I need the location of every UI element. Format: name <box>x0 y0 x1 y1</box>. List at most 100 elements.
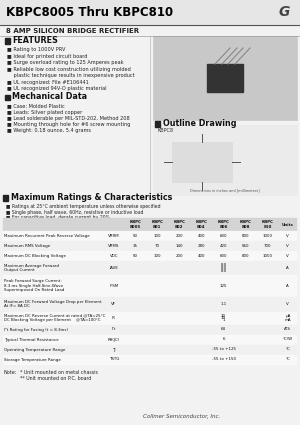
Bar <box>3 195 8 201</box>
Text: 50: 50 <box>133 234 138 238</box>
Text: 10: 10 <box>221 316 226 320</box>
Text: 1.1: 1.1 <box>220 302 226 306</box>
Bar <box>5 94 10 100</box>
Text: Maximum DC Forward Voltage Drop per Element
At IF= 8A DC: Maximum DC Forward Voltage Drop per Elem… <box>4 300 102 308</box>
Text: Note:: Note: <box>4 371 17 376</box>
Text: Maximum Recurrent Peak Reverse Voltage: Maximum Recurrent Peak Reverse Voltage <box>4 234 90 238</box>
Text: 125: 125 <box>220 284 227 288</box>
Bar <box>3 241 297 251</box>
Text: °C: °C <box>285 348 290 351</box>
Text: 100: 100 <box>154 254 161 258</box>
Text: ■ Weight: 0.18 ounce, 5.4 grams: ■ Weight: 0.18 ounce, 5.4 grams <box>7 128 91 133</box>
Text: KBPC
804: KBPC 804 <box>196 220 208 229</box>
Text: A: A <box>286 284 289 288</box>
Bar <box>3 297 297 312</box>
Text: KBPC
801: KBPC 801 <box>152 220 164 229</box>
Text: Maximum DC Reverse Current at rated @TA=25°C
DC Blocking Voltage per Element    : Maximum DC Reverse Current at rated @TA=… <box>4 314 106 322</box>
Text: IR: IR <box>112 316 116 320</box>
Text: ■ Mounting through hole for #6 screw mounting: ■ Mounting through hole for #6 screw mou… <box>7 122 130 127</box>
Text: ** Unit mounted on P.C. board: ** Unit mounted on P.C. board <box>20 376 91 381</box>
Text: Maximum DC Blocking Voltage: Maximum DC Blocking Voltage <box>4 254 67 258</box>
Text: KBPC
802: KBPC 802 <box>173 220 185 229</box>
Text: 200: 200 <box>176 234 183 238</box>
Text: 800: 800 <box>242 234 249 238</box>
Text: 560: 560 <box>242 244 249 248</box>
Bar <box>3 345 297 354</box>
Text: °C/W: °C/W <box>283 337 293 342</box>
Text: ■ Ratings at 25°C ambient temperature unless otherwise specified: ■ Ratings at 25°C ambient temperature un… <box>6 204 160 209</box>
Text: ■ Lead solderable per MIL-STD-202, Method 208: ■ Lead solderable per MIL-STD-202, Metho… <box>7 116 130 121</box>
Text: KBPC
806: KBPC 806 <box>218 220 230 229</box>
Text: Operating Temperature Range: Operating Temperature Range <box>4 348 66 351</box>
Text: 70: 70 <box>155 244 160 248</box>
Text: ■ Case: Molded Plastic: ■ Case: Molded Plastic <box>7 104 65 108</box>
Text: IAVE: IAVE <box>110 266 118 270</box>
Text: VRRM: VRRM <box>108 234 120 238</box>
Text: * Unit mounted on metal chassis: * Unit mounted on metal chassis <box>20 371 98 376</box>
Text: ■ Reliable low cost construction utilizing molded: ■ Reliable low cost construction utilizi… <box>7 66 131 71</box>
Bar <box>3 251 297 261</box>
Text: IFSM: IFSM <box>109 284 119 288</box>
Bar <box>207 64 243 92</box>
Text: ■ UL recognized: File #E106441: ■ UL recognized: File #E106441 <box>7 79 89 85</box>
Text: 600: 600 <box>220 234 227 238</box>
Bar <box>3 275 297 297</box>
Text: Maximum Ratings & Characteristics: Maximum Ratings & Characteristics <box>11 193 172 201</box>
Text: 140: 140 <box>176 244 183 248</box>
Text: 50: 50 <box>133 254 138 258</box>
Text: 280: 280 <box>198 244 205 248</box>
Bar <box>5 38 10 43</box>
Text: Mechanical Data: Mechanical Data <box>12 92 87 101</box>
Text: 400: 400 <box>198 234 205 238</box>
Text: 1000: 1000 <box>262 234 273 238</box>
Text: plastic technique results in inexpensive product: plastic technique results in inexpensive… <box>7 73 135 78</box>
Text: 1: 1 <box>222 318 225 322</box>
Bar <box>153 36 297 120</box>
Text: 100: 100 <box>154 234 161 238</box>
Text: °C: °C <box>285 357 290 362</box>
Text: V: V <box>286 254 289 258</box>
Text: Storage Temperature Range: Storage Temperature Range <box>4 357 62 362</box>
Text: V: V <box>286 244 289 248</box>
Text: 600: 600 <box>220 254 227 258</box>
Bar <box>0 0 300 25</box>
Text: TSTG: TSTG <box>109 357 119 362</box>
Text: -55 to +150: -55 to +150 <box>212 357 236 362</box>
Text: A²S: A²S <box>284 328 291 332</box>
Text: Rθ(JC): Rθ(JC) <box>108 337 120 342</box>
Bar <box>3 231 297 241</box>
Text: VRMS: VRMS <box>108 244 120 248</box>
Text: I²t Rating for Fusing (t = 8.3ms): I²t Rating for Fusing (t = 8.3ms) <box>4 328 69 332</box>
Text: G: G <box>279 5 290 19</box>
Text: -55 to +125: -55 to +125 <box>212 348 236 351</box>
Bar <box>3 261 297 275</box>
Text: VDC: VDC <box>110 254 118 258</box>
Text: 6: 6 <box>222 337 225 342</box>
Text: ■ Ideal for printed circuit board: ■ Ideal for printed circuit board <box>7 54 87 59</box>
Text: 800: 800 <box>242 254 249 258</box>
Text: Maximum RMS Voltage: Maximum RMS Voltage <box>4 244 51 248</box>
Text: KBPC8005 Thru KBPC810: KBPC8005 Thru KBPC810 <box>6 6 173 19</box>
Text: A: A <box>286 266 289 270</box>
Text: Units: Units <box>282 223 294 227</box>
Text: KBPC
808: KBPC 808 <box>240 220 252 229</box>
Text: μA: μA <box>285 314 290 318</box>
Bar <box>153 125 297 195</box>
Text: Collmer Semiconductor, Inc.: Collmer Semiconductor, Inc. <box>143 414 220 419</box>
Text: V: V <box>286 234 289 238</box>
Text: Maximum Average Forward
Output Current: Maximum Average Forward Output Current <box>4 264 59 272</box>
Text: ■ UL recognized 94V-O plastic material: ■ UL recognized 94V-O plastic material <box>7 86 106 91</box>
Text: Outline Drawing: Outline Drawing <box>163 119 236 128</box>
Text: 8.0: 8.0 <box>220 269 226 272</box>
Text: 8.0: 8.0 <box>220 264 226 267</box>
Text: Peak Forward Surge Current:
8.3 ms Single Half-Sine-Wave
Superimposed On Rated L: Peak Forward Surge Current: 8.3 ms Singl… <box>4 279 65 292</box>
Bar <box>3 354 297 365</box>
Text: ■ Leads: Silver plated copper: ■ Leads: Silver plated copper <box>7 110 82 114</box>
Text: 420: 420 <box>220 244 227 248</box>
Text: 8 AMP SILICON BRIDGE RECTIFIER: 8 AMP SILICON BRIDGE RECTIFIER <box>6 28 139 34</box>
Bar <box>3 231 297 365</box>
Text: ■ For capacitive load, derate current by 20%: ■ For capacitive load, derate current by… <box>6 215 110 220</box>
Text: I²t: I²t <box>112 328 116 332</box>
Text: 35: 35 <box>133 244 138 248</box>
Bar <box>3 312 297 325</box>
